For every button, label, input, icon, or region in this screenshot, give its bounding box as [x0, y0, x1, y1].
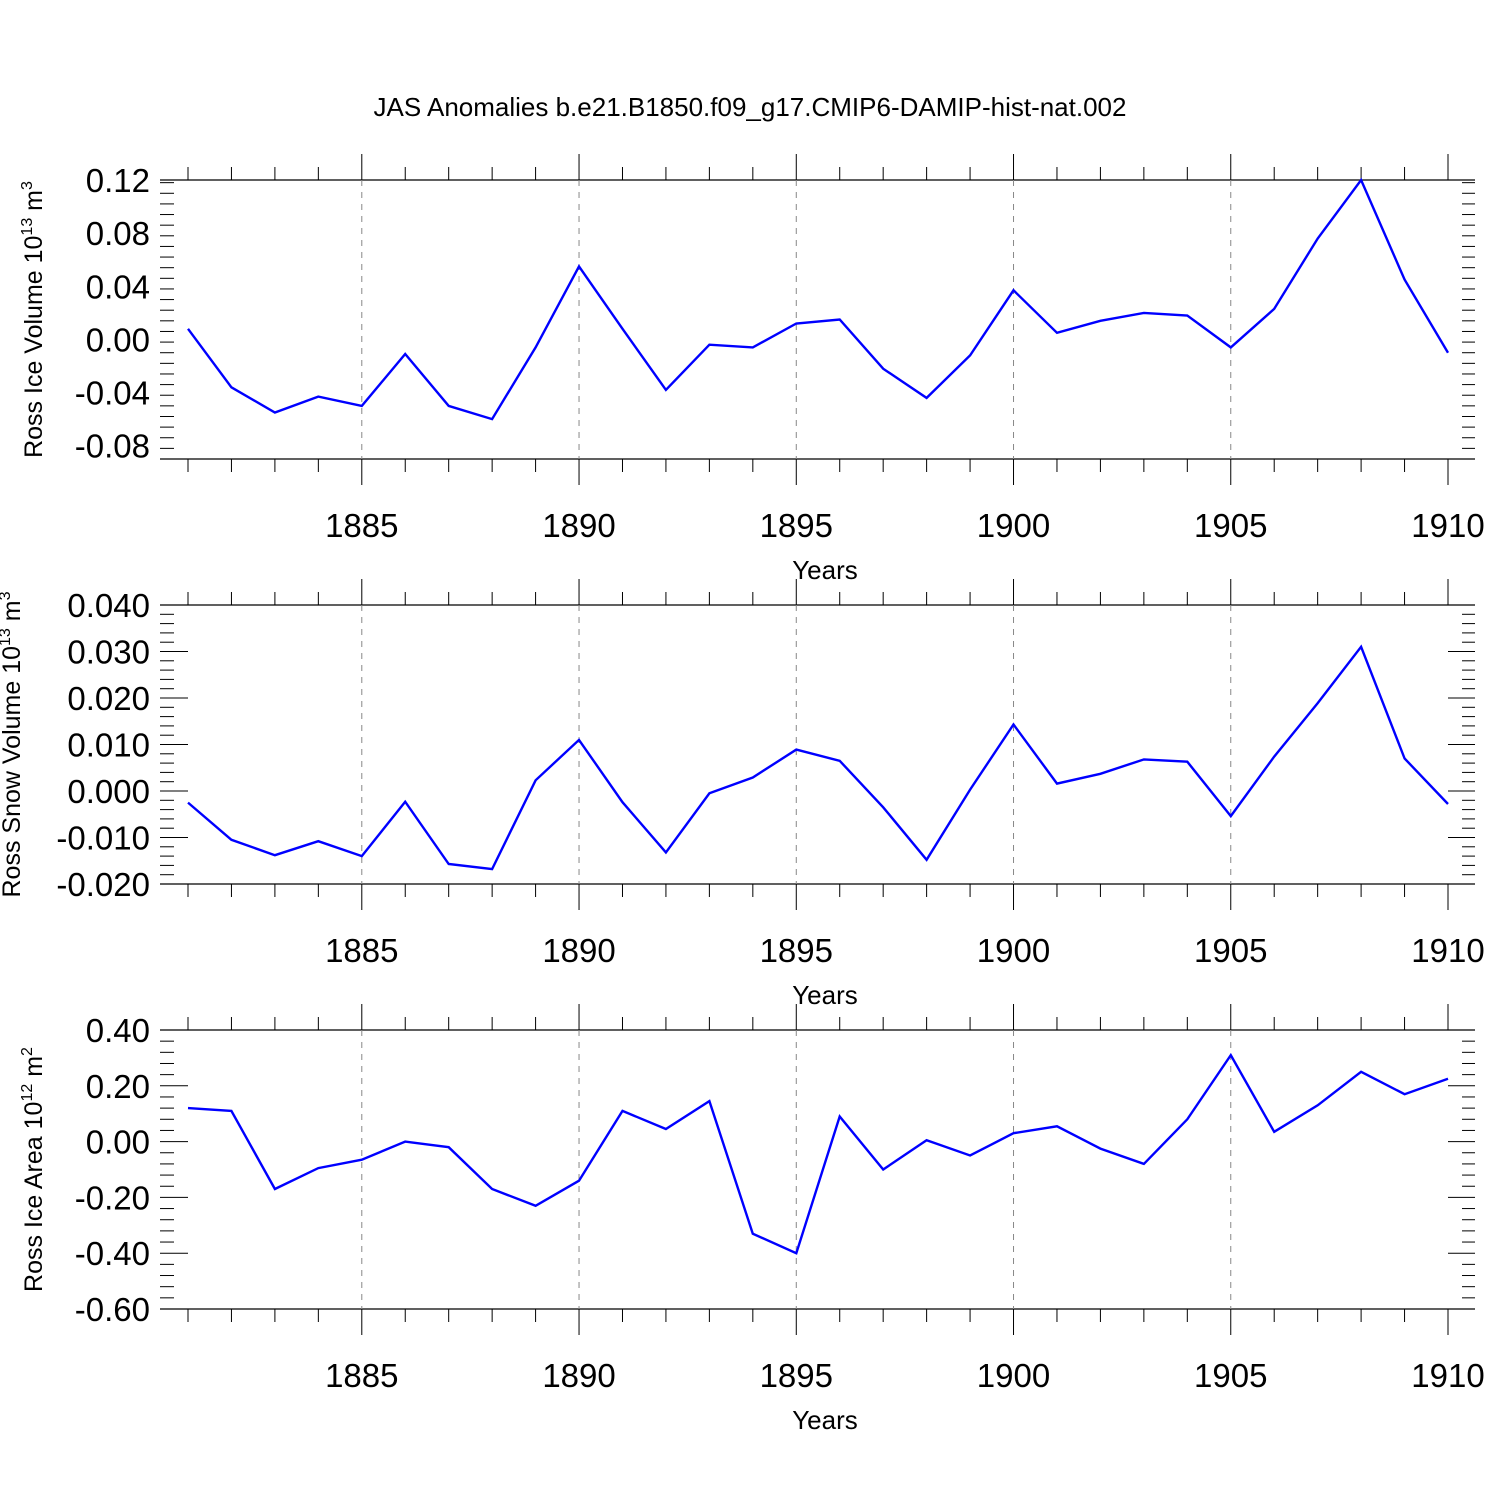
y-tick-label: 0.030	[67, 634, 150, 671]
panel-2: 1885 1890 1895 1900 1905 1910 Years 0.040 0.030 0…	[0, 579, 1485, 1010]
y-tick-label: 0.40	[86, 1012, 150, 1049]
x-tick-label: 1895	[760, 1357, 833, 1394]
x-tick-label: 1895	[760, 507, 833, 544]
y-axis-title: Ross Ice Volume 1013 m3	[19, 181, 48, 458]
y-tick-label: 0.08	[86, 215, 150, 252]
y-tick-label: 0.010	[67, 727, 150, 764]
series-line	[187, 177, 1450, 421]
y-tick-label: 0.040	[67, 587, 150, 624]
x-axis-title: Years	[792, 1405, 858, 1435]
y-tick-label: 0.000	[67, 773, 150, 810]
y-tick-label: -0.010	[56, 820, 150, 857]
x-tick-label: 1905	[1194, 932, 1267, 969]
x-tick-label: 1900	[977, 932, 1050, 969]
y-tick-label: 0.00	[86, 1124, 150, 1161]
y-tick-label: 0.12	[86, 162, 150, 199]
x-tick-label: 1910	[1411, 932, 1484, 969]
y-tick-label: 0.20	[86, 1068, 150, 1105]
x-tick-label: 1905	[1194, 507, 1267, 544]
x-tick-label: 1900	[977, 1357, 1050, 1394]
panel-3: 1885 1890 1895 1900 1905 1910 Years 0.40 0.20 0.0…	[19, 1004, 1485, 1435]
y-tick-label: 0.020	[67, 680, 150, 717]
y-axis-title: Ross Ice Area 1012 m2	[19, 1047, 48, 1292]
x-tick-label: 1890	[542, 507, 615, 544]
series-line	[187, 1052, 1449, 1255]
x-tick-label: 1900	[977, 507, 1050, 544]
x-tick-label: 1905	[1194, 1357, 1267, 1394]
x-tick-label: 1910	[1411, 507, 1484, 544]
panel-1: 1885 1890 1895 1900 1905 1910 Years 0.12 0.08 0.0…	[19, 154, 1485, 585]
x-axis-title: Years	[792, 555, 858, 585]
y-tick-label: 0.04	[86, 268, 150, 305]
series-line	[187, 644, 1449, 871]
chart-title: JAS Anomalies b.e21.B1850.f09_g17.CMIP6-…	[374, 92, 1127, 122]
y-tick-label: -0.40	[75, 1235, 150, 1272]
x-tick-label: 1910	[1411, 1357, 1484, 1394]
x-tick-label: 1890	[542, 1357, 615, 1394]
x-tick-label: 1885	[325, 1357, 398, 1394]
x-tick-label: 1885	[325, 507, 398, 544]
y-tick-label: -0.60	[75, 1291, 150, 1328]
y-tick-label: -0.08	[75, 428, 150, 465]
y-tick-label: -0.020	[56, 866, 150, 903]
y-tick-label: -0.20	[75, 1179, 150, 1216]
x-tick-label: 1895	[760, 932, 833, 969]
y-tick-label: 0.00	[86, 321, 150, 358]
y-tick-label: -0.04	[75, 375, 150, 412]
x-tick-label: 1890	[542, 932, 615, 969]
x-axis-title: Years	[792, 980, 858, 1010]
y-axis-title: Ross Snow Volume 1013 m3	[0, 591, 26, 897]
x-tick-label: 1885	[325, 932, 398, 969]
